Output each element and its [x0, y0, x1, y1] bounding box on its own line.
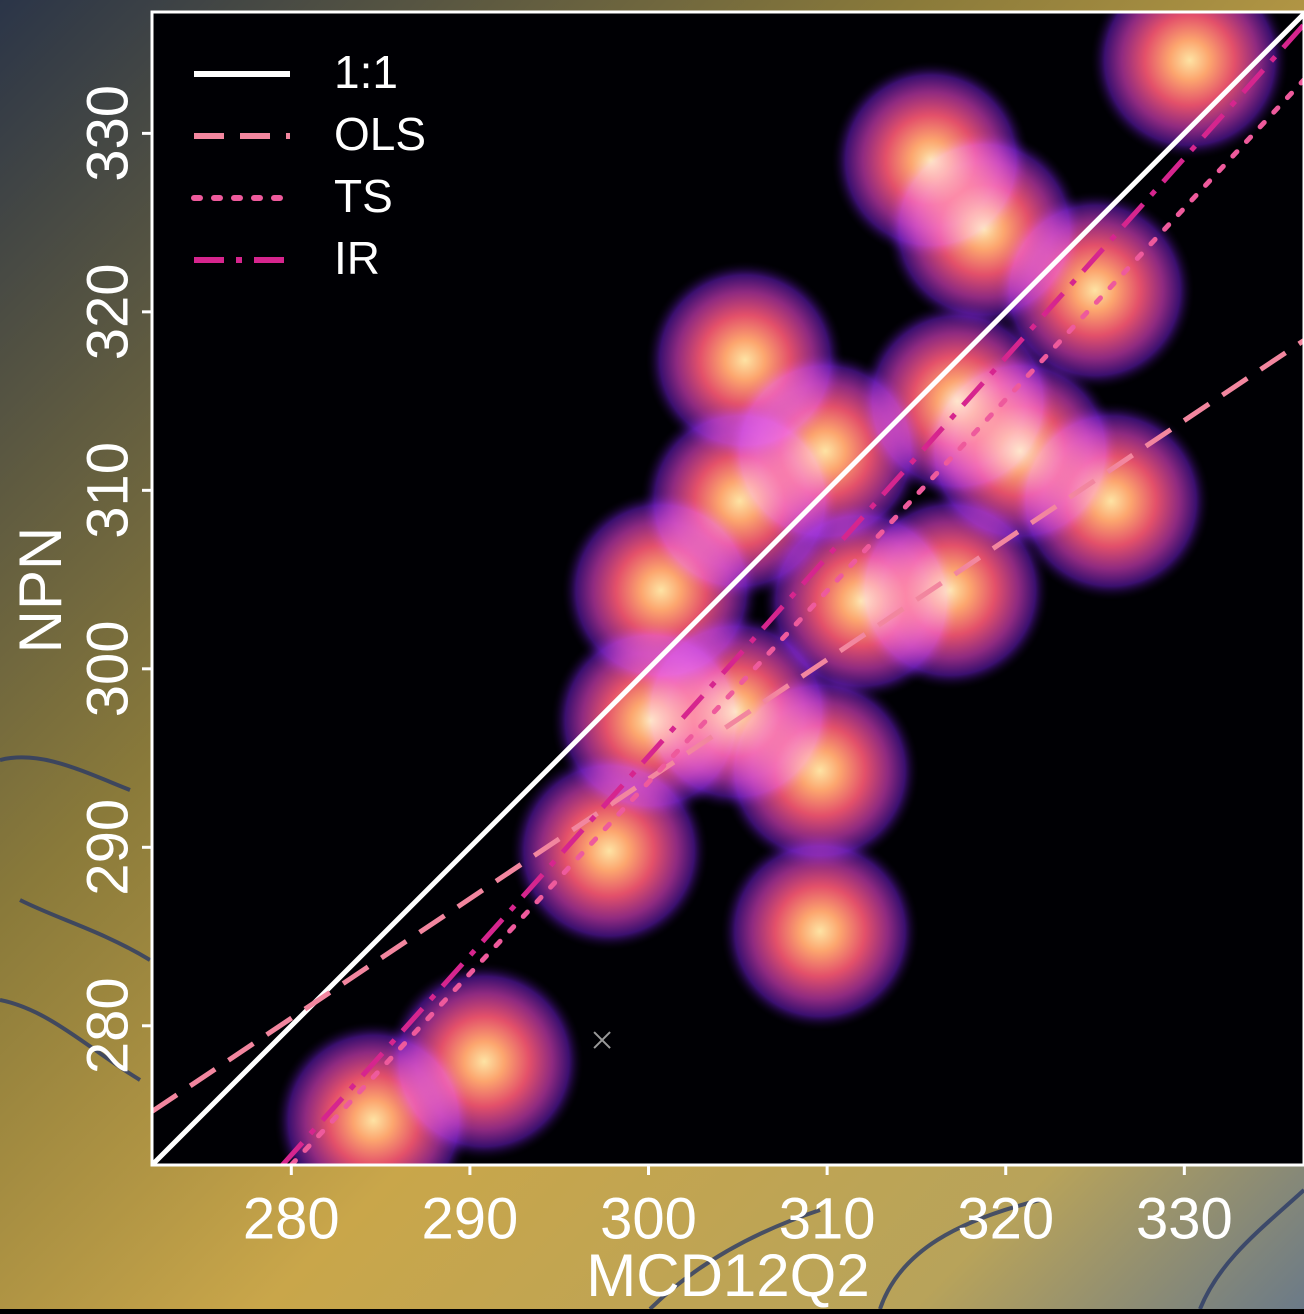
y-tick-label: 300: [75, 620, 140, 717]
legend-label: 1:1: [334, 46, 398, 98]
x-tick-label: 280: [243, 1186, 340, 1251]
density-blob: [720, 831, 920, 1031]
y-axis-title: NPN: [7, 527, 74, 654]
legend-label: OLS: [334, 108, 426, 160]
x-tick-label: 320: [957, 1186, 1054, 1251]
y-tick-label: 330: [75, 85, 140, 182]
density-blob: [850, 490, 1050, 690]
body: {"chart_data": {"type": "density", "x_la…: [0, 0, 1304, 1309]
y-tick-label: 280: [75, 977, 140, 1074]
y-tick-label: 310: [75, 442, 140, 539]
x-axis-title: MCD12Q2: [586, 1242, 869, 1309]
page: body { margin: 0; width: 1304px; height:…: [0, 0, 1304, 1309]
x-tick-label: 290: [422, 1186, 519, 1251]
y-tick-label: 290: [75, 799, 140, 896]
legend-label: IR: [334, 232, 380, 284]
y-tick-label: 320: [75, 263, 140, 360]
legend-label: TS: [334, 170, 393, 222]
x-tick-label: 330: [1136, 1186, 1233, 1251]
chart: 280290300310320330280290300310320330 MCD…: [0, 0, 1304, 1309]
